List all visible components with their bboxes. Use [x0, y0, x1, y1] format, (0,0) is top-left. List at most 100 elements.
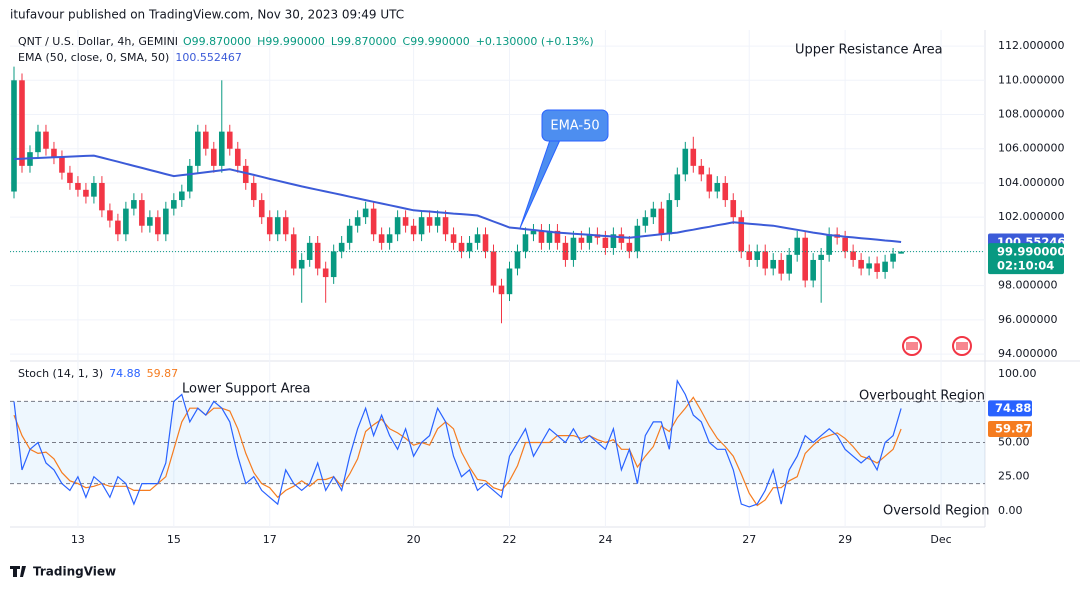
candle-body — [546, 230, 553, 243]
candle-body — [538, 230, 545, 243]
x-tick-label: Dec — [930, 533, 951, 546]
candle-body — [490, 251, 497, 286]
candle-body — [882, 261, 888, 272]
candle-body — [234, 148, 241, 166]
legend-item: C99.990000 — [403, 35, 470, 48]
candle-body — [730, 200, 737, 218]
candle-body — [290, 234, 297, 269]
stoch-label-box — [988, 400, 1032, 417]
candle-body — [842, 237, 848, 252]
candle-body — [123, 208, 129, 235]
y-tick-label: 104.000000 — [998, 176, 1064, 189]
candle-body — [171, 200, 177, 209]
footer: TradingView — [33, 565, 116, 579]
candle-body — [51, 148, 57, 158]
legend-item: +0.130000 (+0.13%) — [476, 35, 594, 48]
candle-body — [458, 242, 465, 252]
candle-body — [346, 225, 353, 243]
candle-body — [203, 131, 209, 149]
legend: EMA (50, close, 0, SMA, 50) 100.552467 — [18, 51, 242, 64]
y-tick-label: 50.00 — [998, 435, 1030, 448]
callout-box — [541, 109, 609, 142]
candle-body — [266, 217, 273, 235]
candle-body — [754, 251, 761, 260]
candle-body — [115, 220, 121, 235]
candle-body — [394, 217, 401, 235]
candle-body — [107, 210, 113, 221]
candle-body — [530, 230, 537, 235]
candle-body — [738, 217, 745, 252]
legend-item: 74.88 — [109, 367, 141, 380]
candle-body — [91, 182, 97, 197]
candle-body — [898, 251, 904, 254]
candle-body — [682, 148, 689, 175]
candle-body — [258, 200, 265, 218]
candle-body — [19, 80, 25, 166]
candle-body — [59, 157, 65, 173]
legend: Stoch (14, 1, 3) 74.88 59.87 — [18, 367, 178, 380]
legend-item: H99.990000 — [257, 35, 325, 48]
candle-body — [642, 217, 649, 226]
candle-body — [826, 234, 832, 255]
candle-body — [330, 251, 337, 278]
candle-body — [858, 259, 864, 269]
candle-body — [690, 148, 697, 166]
candle-body — [762, 251, 769, 269]
legend: O99.870000 H99.990000 L99.870000 C99.990000… — [183, 35, 594, 48]
candle-body — [434, 217, 441, 226]
candle-body — [722, 182, 729, 201]
x-tick-label: 15 — [167, 533, 181, 546]
x-tick-label: 20 — [407, 533, 421, 546]
annotation: Oversold Region — [883, 504, 990, 519]
candle-body — [410, 225, 417, 235]
candle-body — [706, 174, 713, 192]
y-tick-label: 100.00 — [998, 367, 1037, 380]
stoch-line — [13, 378, 902, 508]
candle-body — [586, 234, 593, 243]
candle-body — [67, 172, 73, 183]
candle-body — [506, 268, 513, 295]
price-label: 02:10:04 — [997, 259, 1054, 273]
candle-body — [195, 131, 201, 166]
candle-body — [43, 131, 49, 149]
stoch-label: 59.87 — [995, 421, 1031, 435]
y-tick-label: 106.000000 — [998, 142, 1064, 155]
candle-body — [386, 234, 393, 243]
candle-body — [402, 217, 409, 226]
event-icon-flag — [956, 342, 968, 350]
legend-item: 59.87 — [147, 367, 179, 380]
candle-body — [450, 234, 457, 243]
legend-item: Stoch (14, 1, 3) — [18, 367, 103, 380]
price-label: 99.990000 — [997, 245, 1065, 259]
candle-body — [298, 259, 305, 269]
candle-body — [522, 234, 529, 252]
candle-body — [794, 237, 800, 255]
candle-body — [218, 131, 225, 166]
y-tick-label: 0.00 — [998, 504, 1023, 517]
price-label-box — [988, 243, 1064, 275]
candle-body — [474, 234, 481, 243]
x-tick-label: 22 — [502, 533, 516, 546]
candle-body — [890, 253, 896, 262]
candle-body — [378, 234, 385, 243]
candle-body — [778, 259, 785, 274]
candle-body — [810, 259, 816, 281]
candle-body — [850, 251, 856, 260]
candle-body — [282, 217, 289, 235]
logo — [10, 566, 26, 577]
candle-body — [35, 131, 41, 153]
x-tick-label: 13 — [71, 533, 85, 546]
candle-body — [482, 234, 489, 252]
legend-item: EMA (50, close, 0, SMA, 50) — [18, 51, 169, 64]
symbol: QNT / U.S. Dollar, 4h, GEMINI — [18, 35, 178, 48]
candle-body — [426, 217, 433, 226]
candle-body — [466, 242, 473, 252]
legend-item: 100.552467 — [175, 51, 241, 64]
candle-body — [866, 263, 872, 269]
event-icon-flag — [906, 342, 918, 350]
candle-body — [99, 182, 105, 211]
candle-body — [210, 148, 217, 166]
candle-body — [578, 237, 585, 243]
x-tick-label: 17 — [263, 533, 277, 546]
candle-body — [147, 217, 153, 226]
